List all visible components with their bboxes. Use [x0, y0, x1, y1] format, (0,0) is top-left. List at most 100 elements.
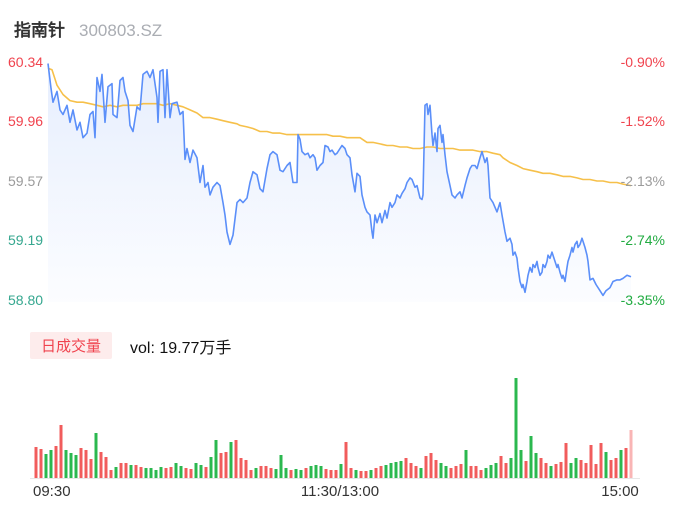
volume-bar: [459, 464, 463, 478]
volume-bar: [219, 453, 223, 478]
volume-bar: [334, 470, 338, 478]
volume-bar: [514, 378, 518, 478]
price-axis-label: 59.96: [8, 112, 44, 129]
volume-bar: [479, 470, 483, 478]
volume-bar: [369, 470, 373, 478]
volume-bar: [284, 468, 288, 478]
volume-bar: [144, 468, 148, 478]
volume-bar: [539, 458, 543, 478]
volume-bar: [464, 450, 468, 478]
volume-bar: [354, 470, 358, 478]
volume-bar: [249, 470, 253, 478]
volume-bar: [489, 465, 493, 478]
volume-bar: [214, 440, 218, 478]
volume-bar: [304, 468, 308, 478]
pct-axis-label: -1.52%: [620, 112, 665, 129]
volume-bar: [124, 463, 128, 478]
volume-bar: [189, 469, 193, 478]
volume-bar: [309, 466, 313, 478]
volume-bar: [314, 465, 318, 478]
volume-bar: [534, 453, 538, 478]
volume-bar: [559, 462, 563, 478]
volume-bar: [239, 458, 243, 478]
volume-bar: [204, 467, 208, 478]
volume-bar: [224, 452, 228, 478]
volume-bar: [374, 468, 378, 478]
volume-bar: [474, 466, 478, 478]
price-axis-label: 60.34: [8, 54, 44, 70]
volume-bar: [179, 466, 183, 478]
volume-bar: [454, 466, 458, 478]
volume-bar: [34, 447, 38, 478]
volume-bar: [294, 469, 298, 478]
volume-bar: [184, 468, 188, 478]
volume-bar: [99, 452, 103, 478]
volume-bar: [524, 461, 528, 478]
volume-bar: [594, 464, 598, 478]
volume-bar: [234, 440, 238, 478]
volume-bar: [259, 466, 263, 478]
volume-bar: [399, 461, 403, 478]
volume-bar: [434, 460, 438, 478]
volume-bar: [619, 450, 623, 478]
volume-bar: [584, 463, 588, 478]
volume-bar: [609, 460, 613, 478]
volume-bar: [359, 471, 363, 478]
volume-bar: [449, 468, 453, 478]
volume-bar: [429, 453, 433, 478]
volume-bar: [229, 442, 233, 478]
time-axis-label: 09:30: [33, 483, 71, 500]
volume-bar: [89, 459, 93, 478]
volume-bar: [54, 446, 58, 478]
volume-bar: [379, 466, 383, 478]
volume-bar: [624, 448, 628, 478]
volume-bar: [574, 458, 578, 478]
volume-bar: [344, 442, 348, 478]
volume-bar: [269, 468, 273, 478]
volume-bar: [169, 467, 173, 478]
price-line: [47, 63, 632, 297]
volume-bar: [74, 455, 78, 478]
volume-bar: [549, 466, 553, 478]
volume-bar: [84, 450, 88, 478]
volume-bar: [394, 462, 398, 478]
volume-bar: [39, 449, 43, 478]
volume-bar: [94, 433, 98, 478]
volume-bar: [419, 468, 423, 478]
volume-bar: [404, 458, 408, 478]
volume-bar: [104, 457, 108, 478]
volume-bar: [589, 445, 593, 478]
volume-bar: [69, 453, 73, 478]
volume-bar: [389, 463, 393, 478]
volume-bar: [139, 467, 143, 478]
volume-legend-badge[interactable]: 日成交量: [30, 332, 113, 359]
volume-value: vol: 19.77万手: [130, 339, 232, 357]
volume-bar: [569, 463, 573, 478]
avg-price-line: [47, 67, 632, 187]
volume-bar: [424, 456, 428, 478]
volume-bar: [349, 468, 353, 478]
price-area-fill: [48, 63, 631, 302]
pct-axis-label: -2.13%: [620, 173, 665, 189]
price-axis-label: 58.80: [8, 292, 44, 308]
volume-bar: [254, 468, 258, 478]
time-axis-label: 15:00: [601, 483, 639, 500]
volume-bar: [554, 464, 558, 478]
volume-bar: [264, 466, 268, 478]
volume-bar: [154, 470, 158, 478]
volume-bar: [529, 436, 533, 478]
volume-bar: [339, 464, 343, 478]
volume-bar: [109, 470, 113, 478]
volume-bar: [544, 463, 548, 478]
volume-bar: [579, 460, 583, 478]
volume-bar: [129, 465, 133, 478]
volume-bar: [209, 457, 213, 478]
volume-bar: [64, 450, 68, 478]
volume-bar: [279, 455, 283, 478]
volume-bar: [519, 450, 523, 478]
volume-bar: [159, 467, 163, 478]
time-axis-label: 11:30/13:00: [300, 483, 380, 500]
volume-bar: [599, 443, 603, 478]
